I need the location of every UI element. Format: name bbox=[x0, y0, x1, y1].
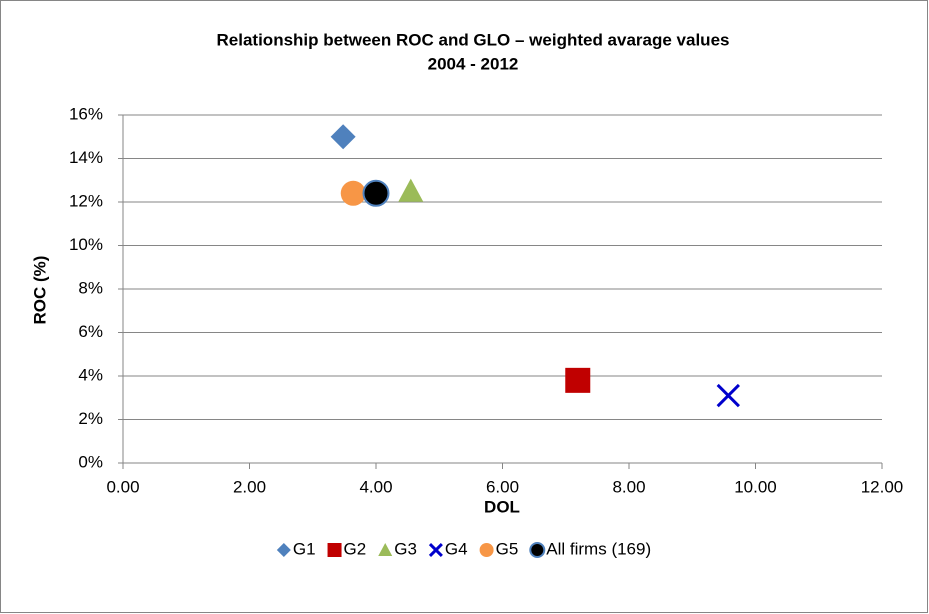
marker bbox=[398, 178, 424, 202]
y-axis-label: ROC (%) bbox=[30, 256, 49, 325]
y-tick-label: 14% bbox=[69, 148, 103, 167]
legend-marker bbox=[378, 543, 393, 556]
y-tick-label: 10% bbox=[69, 235, 103, 254]
x-tick-label: 0.00 bbox=[106, 477, 139, 496]
y-tick-label: 8% bbox=[78, 278, 103, 297]
marker bbox=[362, 179, 390, 207]
x-tick-label: 8.00 bbox=[612, 477, 645, 496]
legend-marker bbox=[276, 543, 291, 557]
legend-label: G2 bbox=[344, 539, 367, 558]
y-tick-label: 4% bbox=[78, 365, 103, 384]
marker bbox=[340, 180, 366, 206]
y-tick-label: 0% bbox=[78, 452, 103, 471]
x-axis-label: DOL bbox=[484, 497, 520, 516]
chart-subtitle: 2004 - 2012 bbox=[428, 54, 519, 73]
marker bbox=[565, 367, 591, 393]
legend-label: G5 bbox=[496, 539, 519, 558]
legend-marker bbox=[428, 542, 443, 558]
y-tick-label: 6% bbox=[78, 322, 103, 341]
x-tick-label: 12.00 bbox=[861, 477, 904, 496]
legend: G1 G2 G3 G4 G5 All firms (169) bbox=[293, 539, 651, 558]
chart-title: Relationship between ROC and GLO – weigh… bbox=[217, 30, 730, 49]
y-tick-label: 16% bbox=[69, 104, 103, 123]
legend-marker bbox=[529, 542, 546, 558]
x-tick-label: 2.00 bbox=[233, 477, 266, 496]
legend-label: G1 bbox=[293, 539, 316, 558]
legend-label: G4 bbox=[445, 539, 468, 558]
legend-marker bbox=[327, 543, 342, 557]
marker bbox=[716, 383, 740, 408]
x-tick-label: 10.00 bbox=[734, 477, 777, 496]
legend-label: All firms (169) bbox=[546, 539, 651, 558]
x-tick-label: 6.00 bbox=[486, 477, 519, 496]
legend-label: G3 bbox=[394, 539, 417, 558]
legend-marker bbox=[479, 543, 494, 557]
x-tick-label: 4.00 bbox=[359, 477, 392, 496]
y-tick-label: 12% bbox=[69, 191, 103, 210]
marker bbox=[330, 124, 356, 150]
y-tick-label: 2% bbox=[78, 409, 103, 428]
